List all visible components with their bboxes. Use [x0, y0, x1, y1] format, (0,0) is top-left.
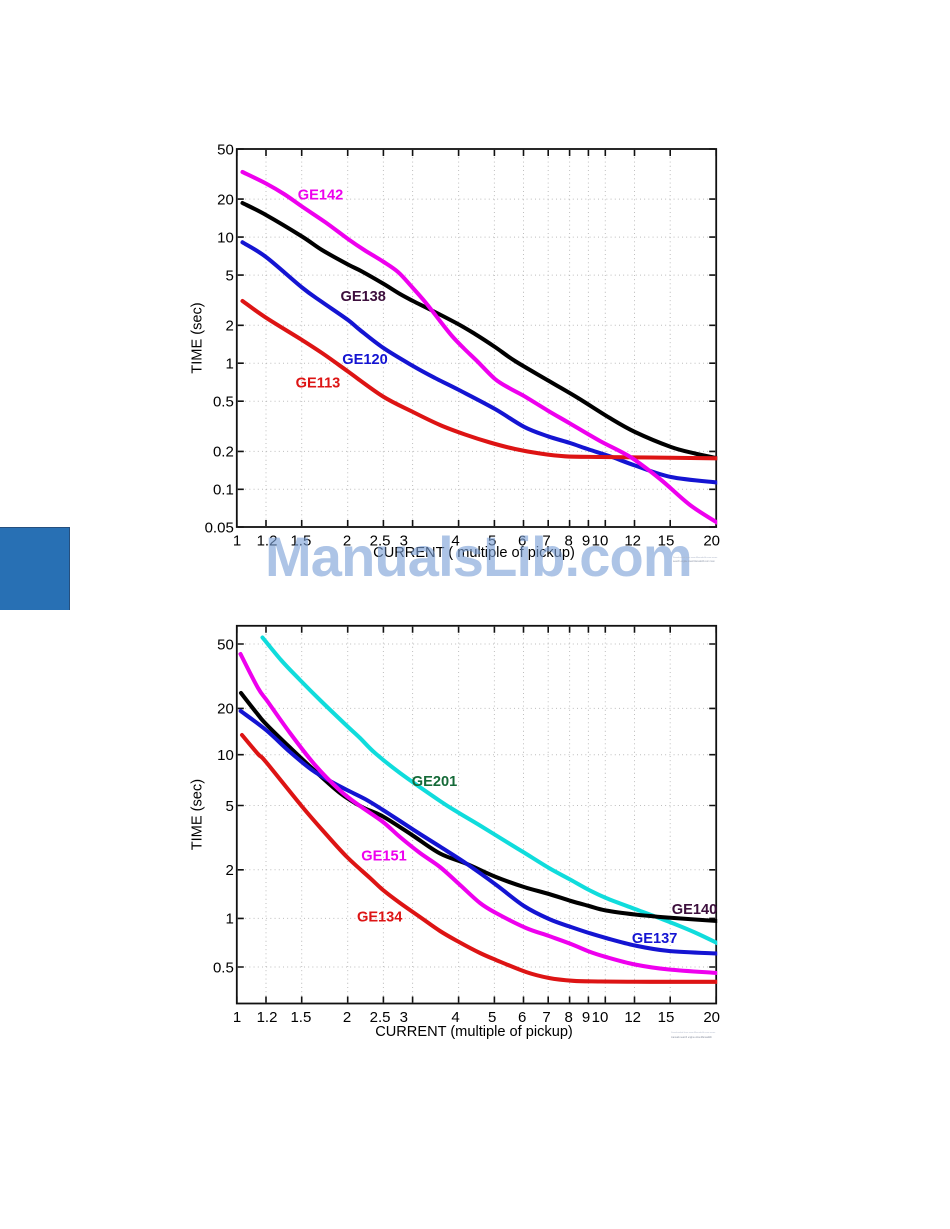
svg-text:1.5: 1.5 [290, 1009, 311, 1026]
svg-text:20: 20 [703, 1009, 720, 1026]
svg-text:2: 2 [343, 1009, 351, 1026]
svg-text:4: 4 [451, 1009, 459, 1026]
svg-text:3: 3 [400, 1009, 408, 1026]
svg-text:8: 8 [565, 532, 573, 549]
svg-text:CURRENT ( multiple of pickup): CURRENT ( multiple of pickup) [373, 545, 575, 561]
svg-text:9: 9 [582, 1009, 590, 1026]
svg-text:CURRENT (multiple of pickup): CURRENT (multiple of pickup) [375, 1024, 573, 1040]
svg-text:2: 2 [225, 318, 233, 335]
svg-text:4: 4 [451, 532, 459, 549]
svg-text:5: 5 [225, 798, 233, 815]
svg-text:2: 2 [343, 532, 351, 549]
svg-text:12: 12 [624, 532, 641, 549]
svg-text:GE134: GE134 [357, 910, 403, 926]
svg-text:3: 3 [400, 532, 408, 549]
svg-text:12: 12 [624, 1009, 641, 1026]
svg-text:10: 10 [592, 532, 609, 549]
svg-text:7: 7 [542, 532, 550, 549]
svg-text:GE113: GE113 [296, 376, 341, 392]
svg-text:6: 6 [518, 1009, 526, 1026]
svg-text:2.5: 2.5 [370, 532, 391, 549]
svg-text:0.2: 0.2 [213, 444, 234, 461]
svg-text:1.2: 1.2 [257, 1009, 278, 1026]
svg-text:9: 9 [582, 532, 590, 549]
svg-text:1: 1 [233, 1009, 241, 1026]
svg-text:GE142: GE142 [298, 188, 343, 204]
svg-text:GE151: GE151 [361, 849, 406, 865]
svg-text:10: 10 [217, 229, 234, 246]
svg-text:10: 10 [592, 1009, 609, 1026]
svg-text:0.05: 0.05 [205, 519, 234, 536]
svg-text:GE120: GE120 [342, 352, 387, 368]
svg-text:7: 7 [542, 1009, 550, 1026]
svg-text:TIME (sec): TIME (sec) [190, 302, 206, 373]
svg-text:0.5: 0.5 [213, 394, 234, 411]
svg-text:GE137: GE137 [632, 931, 677, 947]
svg-text:6: 6 [518, 532, 526, 549]
svg-text:1: 1 [233, 532, 241, 549]
svg-text:TIME (sec): TIME (sec) [190, 779, 206, 850]
svg-text:GE140: GE140 [672, 902, 717, 918]
svg-text:GE201: GE201 [412, 774, 457, 790]
svg-text:1.2: 1.2 [257, 532, 278, 549]
svg-text:20: 20 [217, 191, 234, 208]
svg-text:5: 5 [225, 267, 233, 284]
svg-text:2: 2 [225, 862, 233, 879]
svg-text:50: 50 [217, 636, 234, 653]
svg-text:20: 20 [703, 532, 720, 549]
svg-text:15: 15 [658, 1009, 675, 1026]
svg-text:10: 10 [217, 747, 234, 764]
svg-text:0.5: 0.5 [213, 959, 234, 976]
svg-text:5: 5 [488, 532, 496, 549]
svg-text:50: 50 [217, 141, 234, 158]
svg-text:20: 20 [217, 701, 234, 718]
svg-text:1.5: 1.5 [290, 532, 311, 549]
svg-text:1: 1 [225, 356, 233, 373]
svg-text:15: 15 [658, 532, 675, 549]
svg-text:1: 1 [225, 911, 233, 928]
svg-text:0.1: 0.1 [213, 482, 234, 499]
svg-text:2.5: 2.5 [370, 1009, 391, 1026]
svg-text:GE138: GE138 [340, 289, 385, 305]
svg-text:5: 5 [488, 1009, 496, 1026]
svg-text:8: 8 [565, 1009, 573, 1026]
